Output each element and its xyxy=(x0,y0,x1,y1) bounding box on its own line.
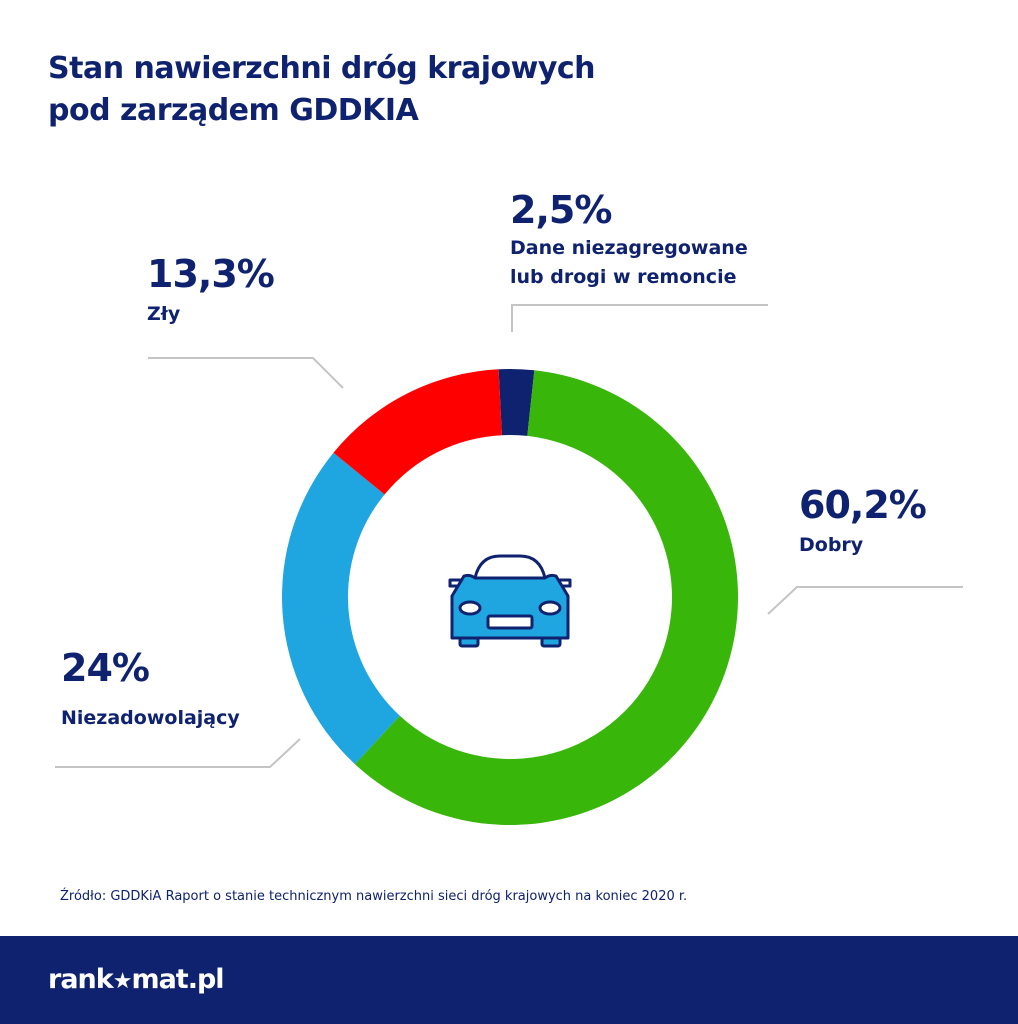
category-label-dane-line-1: Dane niezagregowane xyxy=(510,237,748,259)
footer-bar: rank★mat.pl xyxy=(0,936,1018,1024)
value-label-dobry: 60,2% xyxy=(799,483,927,527)
star-icon: ★ xyxy=(112,969,133,994)
rankomat-logo: rank★mat.pl xyxy=(48,964,225,995)
label-dobry: 60,2% Dobry xyxy=(799,483,927,560)
leader-line-zly xyxy=(148,357,344,389)
slice-zly xyxy=(333,369,502,495)
category-label-dane-line-2: lub drogi w remoncie xyxy=(510,266,737,288)
value-label-dane: 2,5% xyxy=(510,188,612,232)
slice-niezadowalajacy xyxy=(281,452,400,765)
leader-line-niezad xyxy=(55,738,301,768)
label-niezadowolajacy: 24% Niezadowolający xyxy=(61,646,240,733)
chart-title: Stan nawierzchni dróg krajowych pod zarz… xyxy=(48,48,596,132)
source-note: Źródło: GDDKiA Raport o stanie techniczn… xyxy=(60,889,688,904)
leader-line-dobry xyxy=(767,586,963,615)
label-zly: 13,3% Zły xyxy=(147,252,275,329)
slice-dobry xyxy=(354,370,738,825)
category-label-dobry: Dobry xyxy=(799,534,864,556)
slice-dane xyxy=(498,369,535,436)
category-label-niezadowolajacy: Niezadowolający xyxy=(61,707,240,729)
title-line-2: pod zarządem GDDKIA xyxy=(48,93,419,128)
donut-chart xyxy=(55,304,963,825)
category-label-zly: Zły xyxy=(147,303,181,325)
value-label-niezadowolajacy: 24% xyxy=(61,646,150,690)
value-label-zly: 13,3% xyxy=(147,252,275,296)
leader-line-dane xyxy=(511,304,768,332)
car-icon xyxy=(448,554,572,648)
label-dane: 2,5% Dane niezagregowane lub drogi w rem… xyxy=(510,188,748,292)
title-line-1: Stan nawierzchni dróg krajowych xyxy=(48,51,596,86)
